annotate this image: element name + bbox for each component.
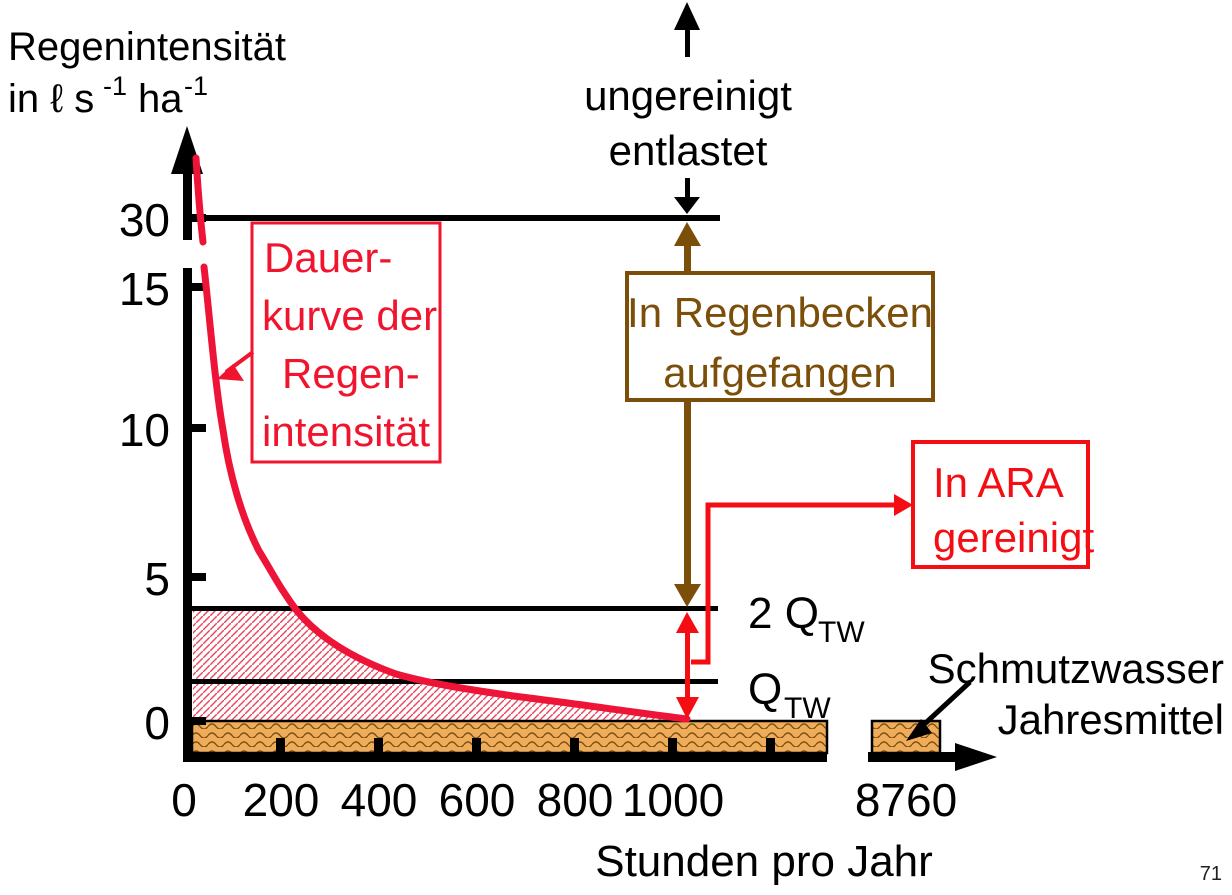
y-tick-0: 0 [144, 697, 170, 749]
x-tick-1000: 1000 [622, 774, 724, 826]
ara-label-line2: gereinigt [933, 514, 1094, 561]
qtw-line [187, 679, 718, 684]
y-axis-ticks [187, 214, 206, 725]
y-tick-15: 15 [119, 263, 170, 315]
sewage-pointer-line [916, 680, 972, 732]
ara-connector-line [691, 502, 897, 665]
y-axis-unit-part2: ha [138, 77, 183, 121]
q2tw-label: 2 Q [748, 589, 819, 638]
dauerkurve-label-line1: Dauer- [264, 234, 392, 281]
schmutzwasser-band [190, 719, 829, 755]
y-axis-unit-part1: in ℓ s [8, 77, 94, 121]
dauerkurve-label-line4: intensität [262, 408, 430, 455]
regenbecken-box [625, 271, 935, 402]
x-tick-600: 600 [439, 774, 516, 826]
q2tw-label-sub: TW [818, 616, 865, 649]
ara-label-line1: In ARA [933, 459, 1064, 506]
dauerkurve-label-line3: Regen- [282, 350, 420, 397]
regenbecken-label-line2: aufgefangen [663, 349, 897, 396]
ara-box [911, 440, 1090, 569]
y-tick-10: 10 [119, 404, 170, 456]
y-axis-lower-segment [183, 268, 192, 757]
x-axis-ticks [276, 738, 775, 752]
ara-double-arrow [676, 612, 699, 719]
x-tick-400: 400 [341, 774, 418, 826]
y-axis-upper-segment [183, 165, 192, 240]
overflow-down-arrow [674, 178, 700, 214]
qtw-label-sub: TW [784, 692, 831, 725]
regenbecken-label-line1: In Regenbecken [627, 289, 933, 336]
sewage-label-line2: Jahresmittel [998, 696, 1224, 743]
ara-cleaned-region [193, 611, 687, 721]
y-tick-5: 5 [144, 553, 170, 605]
x-tick-200: 200 [243, 774, 320, 826]
x-axis-title: Stunden pro Jahr [595, 837, 933, 886]
x-tick-0: 0 [171, 774, 197, 826]
page-number: 71 [1200, 863, 1222, 885]
overflow-label-line1: ungereinigt [584, 72, 792, 119]
y-axis-unit-sup1: -1 [103, 71, 127, 101]
x-axis-arrowhead [955, 743, 997, 771]
q2tw-line [187, 606, 718, 611]
dauerkurve-pointer-arrowhead [217, 364, 244, 381]
dauerkurve-label-line2: kurve der [262, 292, 437, 339]
overflow-label-line2: entlastet [609, 127, 768, 174]
x-tick-800: 800 [537, 774, 614, 826]
y-tick-30: 30 [119, 194, 170, 246]
x-tick-8760: 8760 [855, 774, 957, 826]
rain-duration-curve-top [192, 154, 207, 246]
regenbecken-double-arrow [674, 222, 701, 607]
dauerkurve-box [250, 221, 442, 464]
overflow-level-line [187, 215, 720, 221]
sewage-pointer-arrowhead [906, 719, 932, 741]
x-axis-baseline-right [868, 752, 960, 762]
ara-connector-arrowhead [894, 494, 913, 516]
x-axis-baseline [183, 752, 827, 762]
schmutzwasser-block-8760 [870, 719, 942, 755]
qtw-label: Q [748, 665, 782, 714]
overflow-up-arrow [674, 2, 700, 57]
sewage-label-line1: Schmutzwasser [928, 645, 1224, 692]
y-axis-unit-sup2: -1 [184, 71, 208, 101]
y-axis-title: Regenintensität [8, 25, 286, 69]
rain-duration-curve [200, 263, 691, 723]
